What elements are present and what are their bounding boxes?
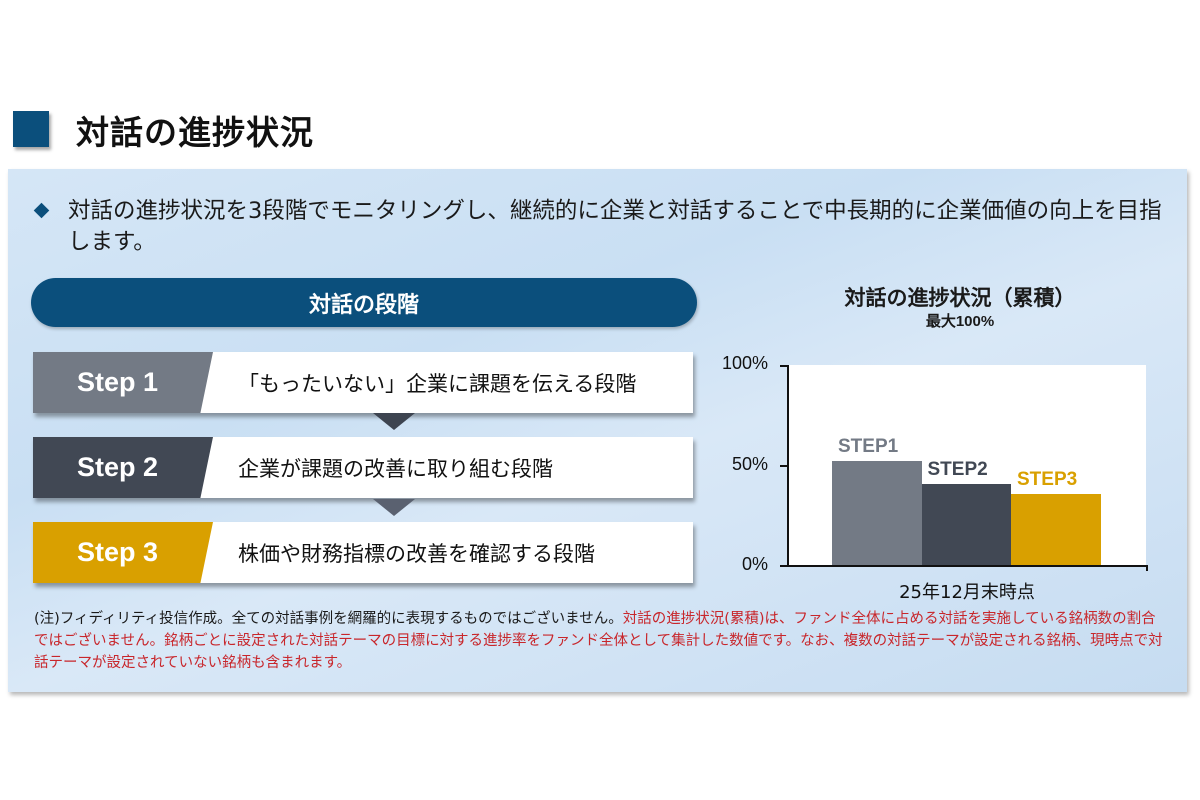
chevron-down-triangle-icon (373, 499, 415, 516)
x-axis-end-tick (1146, 565, 1148, 571)
step-label-2: Step 2 (33, 437, 213, 498)
footnote: (注)フィディリティ投信作成。全ての対話事例を網羅的に表現するものではございませ… (34, 608, 1169, 674)
step-description-2: 企業が課題の改善に取り組む段階 (238, 456, 553, 481)
x-axis (787, 565, 1147, 567)
bar-step2 (921, 484, 1011, 565)
intro-bullet: 対話の進捗状況を3段階でモニタリングし、継続的に企業と対話することで中長期的に企… (33, 196, 1166, 258)
x-category-label: 25年12月末時点 (899, 582, 1035, 603)
chart-subtitle: 最大100% (925, 313, 995, 330)
title-square-icon (13, 111, 49, 147)
chart-title: 対話の進捗状況（累積） (844, 286, 1076, 310)
y-axis (787, 365, 789, 566)
y-tick (780, 465, 788, 467)
y-tick (780, 365, 788, 367)
stages-header: 対話の段階 (31, 278, 697, 327)
step-label-1: Step 1 (33, 352, 213, 413)
step-description-1: 「もったいない」企業に課題を伝える段階 (238, 371, 637, 396)
y-tick (780, 565, 788, 567)
step-row-1: Step 1 「もったいない」企業に課題を伝える段階 (33, 352, 693, 413)
step-label-3: Step 3 (33, 522, 213, 583)
footnote-black: (注)フィディリティ投信作成。全ての対話事例を網羅的に表現するものではございませ… (34, 611, 623, 627)
y-tick-label-50: 50% (731, 454, 768, 474)
bar-label-step2: STEP2 (927, 459, 988, 480)
page-title: 対話の進捗状況 (76, 113, 314, 152)
step-row-3: Step 3 株価や財務指標の改善を確認する段階 (33, 522, 693, 583)
bar-label-step3: STEP3 (1017, 469, 1078, 490)
intro-text: 対話の進捗状況を3段階でモニタリングし、継続的に企業と対話することで中長期的に企… (68, 198, 1162, 255)
y-tick-label-100: 100% (721, 353, 768, 373)
bar-step1 (832, 461, 922, 565)
y-tick-label-0: 0% (741, 554, 768, 574)
step-row-2: Step 2 企業が課題の改善に取り組む段階 (33, 437, 693, 498)
chevron-down-triangle-icon (373, 413, 415, 430)
bar-step3 (1011, 494, 1101, 565)
bar-label-step1: STEP1 (838, 436, 899, 457)
footnote-red: 対話の進捗状況(累積)は、ファンド全体に占める対話を実施している銘柄数の割合では… (34, 611, 1163, 671)
step-description-3: 株価や財務指標の改善を確認する段階 (238, 541, 595, 566)
